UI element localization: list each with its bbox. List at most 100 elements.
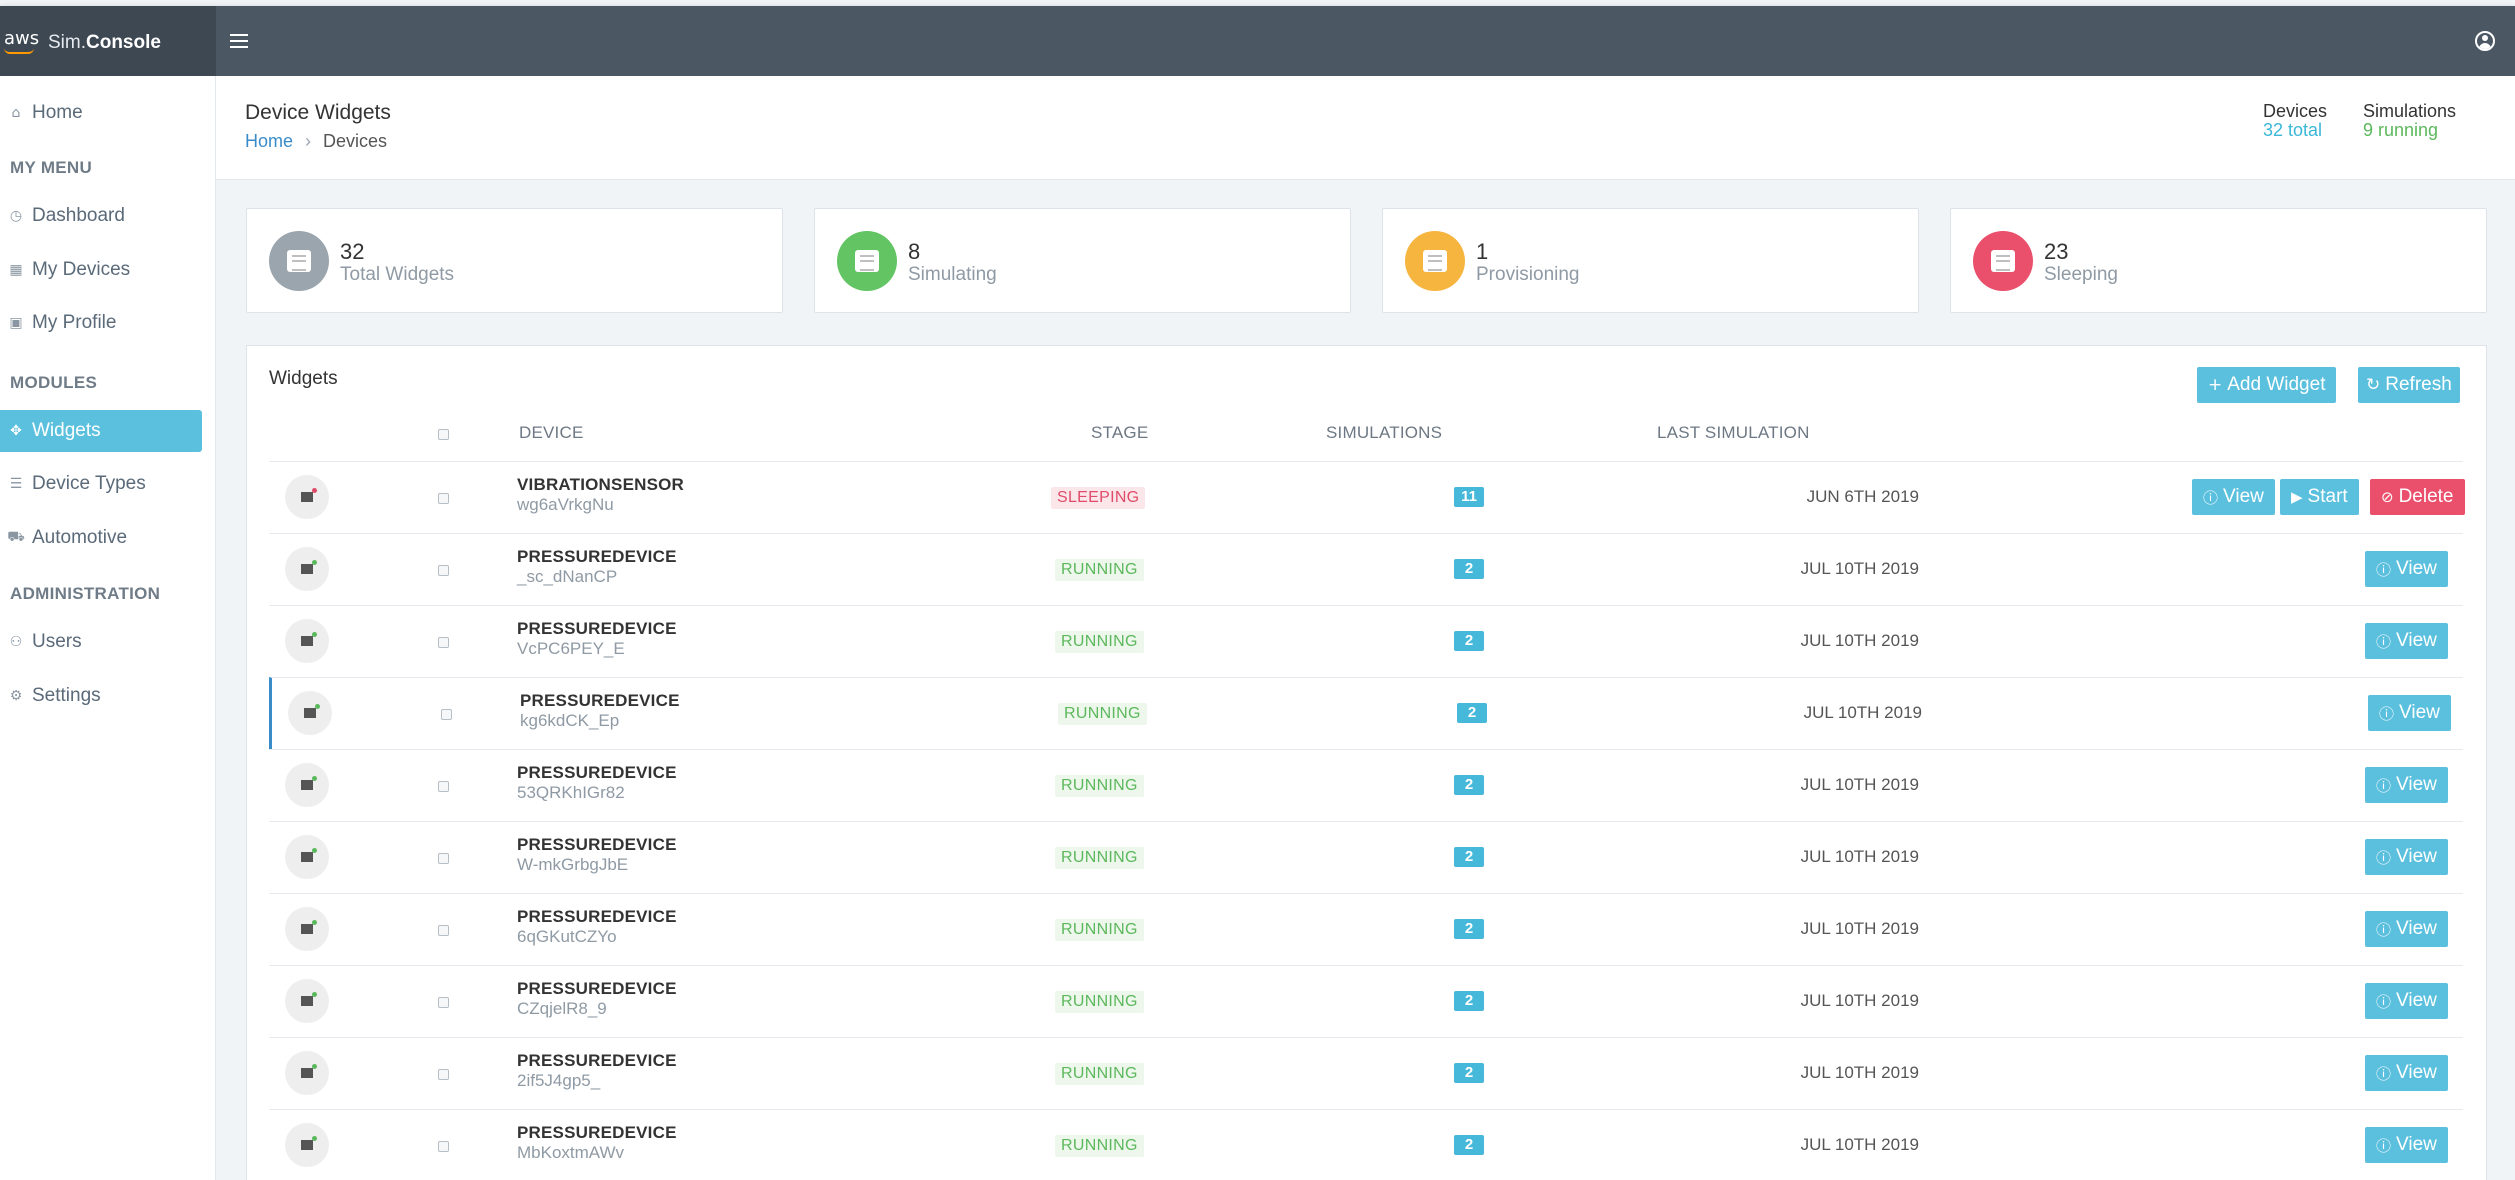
brand[interactable]: aws Sim.Console: [0, 6, 216, 76]
column-header-stage[interactable]: STAGE: [1091, 423, 1149, 442]
select-all-checkbox[interactable]: [438, 429, 449, 440]
row-checkbox[interactable]: [438, 493, 449, 504]
table-row[interactable]: PRESSUREDEVICE 2if5J4gp5_ RUNNING 2 JUL 10TH…: [269, 1037, 2463, 1109]
info-icon: ⓘ: [2379, 704, 2395, 723]
breadcrumb-current: Devices: [323, 131, 388, 151]
device-id: _sc_dNanCP: [517, 567, 618, 586]
breadcrumb-home-link[interactable]: Home: [245, 131, 294, 151]
device-name[interactable]: PRESSUREDEVICE: [517, 619, 677, 638]
view-label: View: [2399, 702, 2440, 723]
delete-button[interactable]: ⊘ Delete: [2370, 479, 2465, 515]
row-checkbox[interactable]: [438, 925, 449, 936]
stage-badge: SLEEPING: [1051, 487, 1146, 509]
view-button[interactable]: ⓘ View: [2368, 695, 2451, 731]
device-name[interactable]: PRESSUREDEVICE: [517, 907, 677, 926]
table-row[interactable]: PRESSUREDEVICE CZqjelR8_9 RUNNING 2 JUL 10TH…: [269, 965, 2463, 1037]
device-name[interactable]: PRESSUREDEVICE: [517, 763, 677, 782]
status-dot-icon: [312, 632, 317, 637]
chip-icon: [1991, 250, 2015, 272]
device-id: 6qGKutCZYo: [517, 927, 617, 946]
status-dot-icon: [312, 560, 317, 565]
device-name[interactable]: PRESSUREDEVICE: [517, 835, 677, 854]
device-name[interactable]: PRESSUREDEVICE: [517, 1051, 677, 1070]
status-dot-icon: [312, 488, 317, 493]
sidebar-item-widgets[interactable]: ✥ Widgets: [0, 410, 202, 452]
view-button[interactable]: ⓘ View: [2365, 911, 2448, 947]
last-simulation-date: JUL 10TH 2019: [1803, 703, 1922, 722]
row-checkbox[interactable]: [438, 637, 449, 648]
stat-value: 8: [908, 239, 921, 264]
stage-badge: RUNNING: [1055, 559, 1144, 581]
table-row[interactable]: PRESSUREDEVICE kg6kdCK_Ep RUNNING 2 JUL 10TH…: [269, 677, 2463, 749]
view-button[interactable]: ⓘ View: [2365, 983, 2448, 1019]
menu-toggle-icon[interactable]: [230, 34, 248, 48]
device-id: W-mkGrbgJbE: [517, 855, 629, 874]
sidebar-item-device-types[interactable]: ☰ Device Types: [0, 463, 202, 505]
device-name[interactable]: VIBRATIONSENSOR: [517, 475, 685, 494]
stat-icon-circle: [1973, 231, 2033, 291]
info-icon: ⓘ: [2376, 1136, 2392, 1155]
user-account-icon[interactable]: [2475, 31, 2495, 51]
view-button[interactable]: ⓘ View: [2365, 767, 2448, 803]
start-button[interactable]: ▶ Start: [2280, 479, 2359, 515]
simulations-count-badge: 2: [1454, 1063, 1484, 1083]
row-checkbox[interactable]: [438, 1069, 449, 1080]
stage-badge: RUNNING: [1055, 919, 1144, 941]
sidebar-item-label: Widgets: [32, 420, 101, 441]
row-checkbox[interactable]: [438, 781, 449, 792]
device-name[interactable]: PRESSUREDEVICE: [520, 691, 680, 710]
aws-logo: aws: [4, 28, 40, 49]
simulations-count-badge: 2: [1454, 991, 1484, 1011]
row-checkbox[interactable]: [438, 853, 449, 864]
chip-icon: [1423, 250, 1447, 272]
page-header: Device Widgets Home › Devices Devices 32…: [216, 76, 2515, 180]
devices-summary: Devices 32 total: [2263, 102, 2327, 140]
row-checkbox[interactable]: [438, 997, 449, 1008]
table-row[interactable]: PRESSUREDEVICE VcPC6PEY_E RUNNING 2 JUL 10TH…: [269, 605, 2463, 677]
table-row[interactable]: VIBRATIONSENSOR wg6aVrkgNu SLEEPING 11 JUN 6…: [269, 461, 2465, 533]
column-header-last-simulation[interactable]: LAST SIMULATION: [1657, 423, 1810, 442]
last-simulation-date: JUN 6TH 2019: [1806, 487, 1919, 506]
stage-badge: RUNNING: [1055, 847, 1144, 869]
row-checkbox[interactable]: [441, 709, 452, 720]
info-icon: ⓘ: [2203, 488, 2219, 507]
view-label: View: [2396, 990, 2437, 1011]
stat-card-total-widgets: 32 Total Widgets: [246, 208, 783, 313]
stat-label: Sleeping: [2044, 264, 2118, 285]
sidebar-item-my-devices[interactable]: ▦ My Devices: [0, 249, 202, 291]
view-button[interactable]: ⓘ View: [2365, 551, 2448, 587]
dashboard-icon: ◷: [9, 208, 23, 224]
device-name[interactable]: PRESSUREDEVICE: [517, 979, 677, 998]
table-row[interactable]: PRESSUREDEVICE W-mkGrbgJbE RUNNING 2 JUL 10T…: [269, 821, 2463, 893]
device-name[interactable]: PRESSUREDEVICE: [517, 547, 677, 566]
chip-icon: [855, 250, 879, 272]
column-header-simulations[interactable]: SIMULATIONS: [1326, 423, 1443, 442]
add-widget-button[interactable]: + Add Widget: [2197, 367, 2337, 403]
row-checkbox[interactable]: [438, 1141, 449, 1152]
sidebar-item-users[interactable]: ⚇ Users: [0, 621, 202, 663]
view-button[interactable]: ⓘ View: [2365, 839, 2448, 875]
sidebar-item-settings[interactable]: ⚙ Settings: [0, 675, 202, 717]
device-name[interactable]: PRESSUREDEVICE: [517, 1123, 677, 1142]
panel-title: Widgets: [269, 368, 338, 389]
stage-badge: RUNNING: [1055, 1135, 1144, 1157]
sidebar-item-automotive[interactable]: ⛟ Automotive: [0, 517, 202, 559]
home-icon: ⌂: [11, 105, 21, 121]
view-button[interactable]: ⓘ View: [2365, 1127, 2448, 1163]
table-row[interactable]: PRESSUREDEVICE MbKoxtmAWv RUNNING 2 JUL 10TH…: [269, 1109, 2463, 1180]
status-dot-icon: [312, 776, 317, 781]
sidebar-item-home[interactable]: ⌂ Home: [0, 92, 202, 134]
refresh-button[interactable]: ↻ Refresh: [2358, 367, 2460, 403]
view-button[interactable]: ⓘ View: [2365, 623, 2448, 659]
table-row[interactable]: PRESSUREDEVICE 53QRKhIGr82 RUNNING 2 JUL 10T…: [269, 749, 2463, 821]
column-header-device[interactable]: DEVICE: [519, 423, 584, 442]
view-button[interactable]: ⓘ View: [2192, 479, 2275, 515]
simulations-count-badge: 2: [1454, 559, 1484, 579]
row-checkbox[interactable]: [438, 565, 449, 576]
view-label: View: [2396, 558, 2437, 579]
sidebar-item-dashboard[interactable]: ◷ Dashboard: [0, 195, 202, 237]
sidebar-item-my-profile[interactable]: ▣ My Profile: [0, 302, 202, 344]
table-row[interactable]: PRESSUREDEVICE _sc_dNanCP RUNNING 2 JUL 10TH…: [269, 533, 2463, 605]
table-row[interactable]: PRESSUREDEVICE 6qGKutCZYo RUNNING 2 JUL 10TH…: [269, 893, 2463, 965]
view-button[interactable]: ⓘ View: [2365, 1055, 2448, 1091]
